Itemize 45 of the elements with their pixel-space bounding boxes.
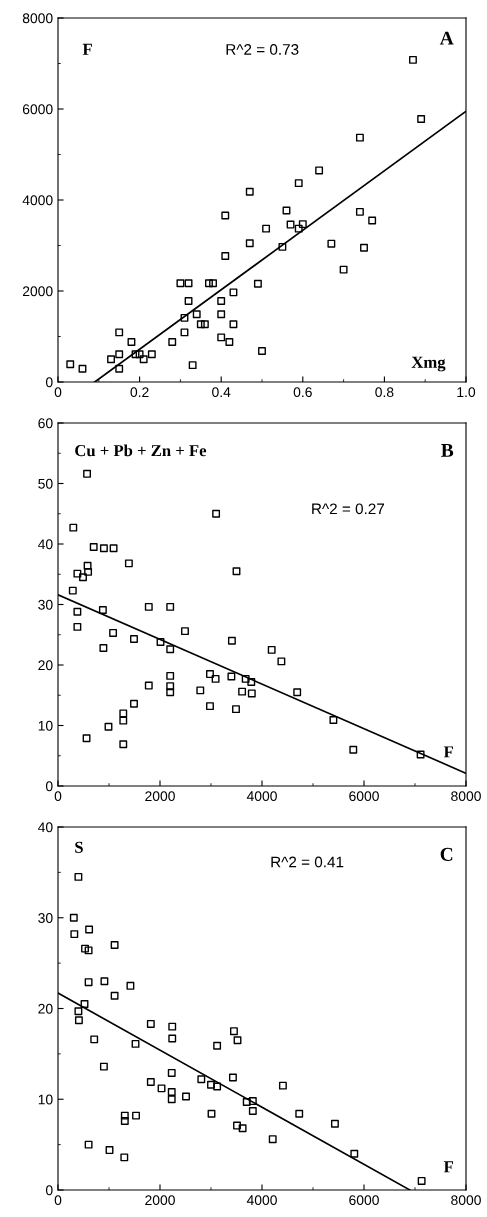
- y-tick-label: 10: [38, 1094, 53, 1105]
- annotation: R^2 = 0.73: [226, 44, 299, 55]
- annotation: R^2 = 0.27: [312, 503, 385, 515]
- annotation: B: [441, 443, 454, 457]
- x-tick-label: 0.2: [130, 387, 149, 398]
- annotation: F: [443, 1161, 453, 1173]
- annotation: F: [82, 43, 92, 55]
- annotation: R^2 = 0.41: [271, 856, 344, 868]
- y-tick-label: 0: [45, 377, 53, 388]
- x-tick-label: 0: [54, 387, 62, 398]
- annotation: S: [75, 841, 83, 853]
- annotation: A: [439, 31, 454, 45]
- annotation: F: [443, 746, 453, 758]
- y-tick-label: 30: [38, 599, 53, 610]
- y-tick-label: 20: [38, 1003, 53, 1014]
- y-tick-label: 30: [38, 913, 53, 923]
- y-tick-label: 20: [38, 660, 53, 671]
- y-tick-label: 60: [38, 418, 53, 429]
- annotation: Cu + Pb + Zn + Fe: [75, 444, 207, 457]
- y-tick-label: 4000: [22, 195, 53, 206]
- y-tick-label: 0: [45, 781, 53, 792]
- x-tick-label: 4000: [246, 1195, 277, 1206]
- y-tick-label: 50: [38, 478, 53, 489]
- x-tick-label: 6000: [349, 791, 379, 802]
- y-tick-label: 40: [38, 539, 53, 550]
- x-tick-label: 6000: [349, 1195, 379, 1206]
- annotation: Xmg: [411, 356, 446, 372]
- x-tick-label: 2000: [145, 1195, 175, 1206]
- x-tick-label: 0: [54, 791, 62, 802]
- y-tick-label: 10: [38, 720, 53, 731]
- annotation: C: [440, 847, 453, 861]
- y-tick-label: 40: [38, 822, 53, 833]
- x-tick-label: 4000: [246, 791, 277, 802]
- x-tick-label: 0.4: [212, 387, 231, 398]
- y-tick-label: 2000: [22, 286, 53, 297]
- x-tick-label: 2000: [145, 791, 175, 802]
- y-tick-label: 0: [45, 1185, 53, 1196]
- x-tick-label: 0.6: [293, 387, 312, 398]
- y-tick-label: 8000: [22, 13, 53, 24]
- x-tick-label: 0: [54, 1195, 62, 1206]
- x-tick-label: 8000: [451, 791, 481, 802]
- x-tick-label: 0.8: [375, 387, 394, 398]
- x-tick-label: 1.0: [457, 387, 476, 398]
- y-tick-label: 6000: [22, 104, 53, 115]
- x-tick-label: 8000: [451, 1195, 481, 1206]
